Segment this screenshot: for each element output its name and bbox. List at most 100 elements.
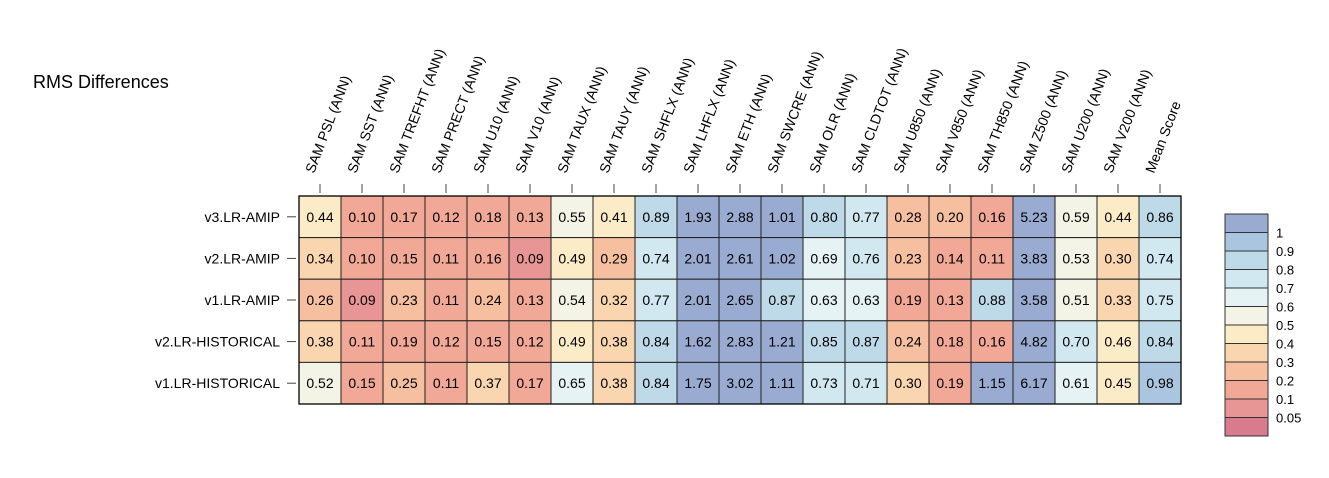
cell-value: 0.26 [306,292,333,308]
cell-value: 0.71 [852,375,879,391]
heatmap-cell [844,361,888,405]
cell-value: 0.41 [600,209,627,225]
cell-value: 0.24 [474,292,501,308]
cell-value: 0.12 [432,209,459,225]
cell-value: 0.89 [642,209,669,225]
cell-value: 0.51 [1062,292,1089,308]
heatmap-cell [634,278,678,322]
cell-value: 2.83 [726,334,753,350]
heatmap-cell [802,361,846,405]
cell-value: 1.15 [978,375,1005,391]
cell-value: 0.76 [852,250,879,266]
cell-value: 0.84 [1146,334,1173,350]
column-label: SAM SST (ANN) [344,72,396,175]
cell-value: 0.53 [1062,250,1089,266]
colorbar-tick-label: 0.4 [1276,337,1294,352]
column-label: SAM V10 (ANN) [512,74,563,175]
heatmap-cell [634,195,678,239]
cell-value: 0.16 [474,250,501,266]
cell-value: 1.62 [684,334,711,350]
cell-value: 0.63 [810,292,837,308]
colorbar-border [1224,213,1269,437]
cell-value: 0.84 [642,375,669,391]
cell-value: 0.85 [810,334,837,350]
colorbar-swatch [1225,417,1268,436]
cell-value: 1.21 [768,334,795,350]
cell-value: 1.75 [684,375,711,391]
cell-value: 0.18 [936,334,963,350]
heatmap-cell [676,237,720,280]
colorbar-tick-label: 0.6 [1276,300,1294,315]
cell-value: 2.01 [684,250,711,266]
heatmap-cell [550,195,594,239]
column-label: SAM PSL (ANN) [302,73,354,175]
cell-value: 0.20 [936,209,963,225]
cell-value: 0.18 [474,209,501,225]
heatmap-cell [592,237,636,280]
colorbar-tick-label: 0.7 [1276,281,1294,296]
heatmap-cell [676,278,720,322]
heatmap-cell [760,278,804,322]
cell-value: 0.86 [1146,209,1173,225]
cell-value: 0.73 [810,375,837,391]
cell-value: 0.74 [642,250,669,266]
heatmap-cell [298,320,342,363]
cell-value: 0.12 [432,334,459,350]
colorbar-swatch [1225,214,1268,233]
heatmap-cell [802,320,846,363]
heatmap-cell [592,195,636,239]
heatmap-cell [1096,237,1140,280]
cell-value: 0.11 [433,375,459,391]
row-label: v1.LR-HISTORICAL [155,375,280,391]
cell-value: 0.49 [558,250,585,266]
row-label: v2.LR-HISTORICAL [155,334,280,350]
cell-value: 0.28 [894,209,921,225]
heatmap-cell [844,195,888,239]
cell-value: 0.24 [894,334,921,350]
cell-value: 0.16 [978,334,1005,350]
cell-value: 1.93 [684,209,711,225]
cell-value: 0.19 [936,375,963,391]
cell-value: 0.75 [1146,292,1173,308]
heatmap-cell [424,320,468,363]
cell-value: 0.45 [1104,375,1131,391]
cell-value: 0.49 [558,334,585,350]
cell-value: 1.11 [769,375,795,391]
row-label: v2.LR-AMIP [205,250,280,266]
cell-value: 0.70 [1062,334,1089,350]
heatmap-cell [508,278,552,322]
colorbar-tick-label: 0.2 [1276,374,1294,389]
heatmap-cell [1096,278,1140,322]
colorbar-swatch [1225,288,1268,307]
colorbar-tick-label: 0.05 [1276,411,1301,426]
heatmap-cell [298,361,342,405]
cell-value: 0.11 [349,334,375,350]
cell-value: 2.88 [726,209,753,225]
chart-title: RMS Differences [33,72,169,92]
colorbar-swatch [1225,343,1268,362]
colorbar-tick-label: 0.5 [1276,318,1294,333]
cell-value: 0.14 [936,250,963,266]
colorbar-tick-label: 1 [1276,226,1283,241]
cell-value: 0.77 [642,292,669,308]
heatmap-cell [718,237,762,280]
cell-value: 0.30 [894,375,921,391]
cell-value: 0.25 [390,375,417,391]
cell-value: 0.52 [306,375,333,391]
cell-value: 0.10 [348,250,375,266]
heatmap-cell [760,237,804,280]
colorbar-swatch [1225,251,1268,270]
colorbar-swatch [1225,232,1268,251]
cell-value: 0.98 [1146,375,1173,391]
cell-value: 0.61 [1062,375,1089,391]
heatmap-cell [382,237,426,280]
heatmap-cell [1138,237,1182,280]
cell-value: 0.74 [1146,250,1173,266]
heatmap-cell [508,195,552,239]
cell-value: 0.44 [1104,209,1131,225]
heatmap-cell [844,278,888,322]
cell-value: 0.09 [516,250,543,266]
row-label: v1.LR-AMIP [205,292,280,308]
heatmap-cell [676,320,720,363]
cell-value: 0.84 [642,334,669,350]
